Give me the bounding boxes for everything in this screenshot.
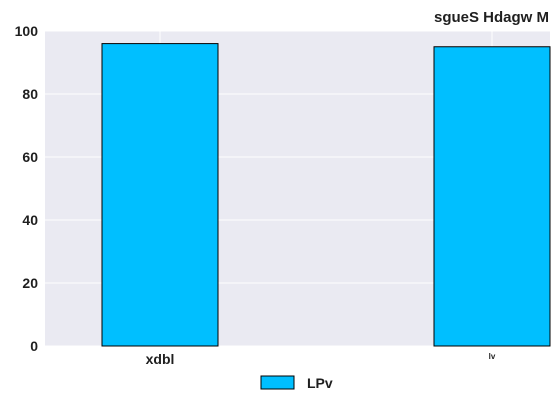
legend-label: LPv — [307, 375, 333, 391]
bars — [101, 43, 551, 347]
y-tick-label: 0 — [30, 338, 38, 354]
y-tick-label: 60 — [22, 149, 38, 165]
legend-swatch — [260, 375, 295, 390]
bar-xdbl — [101, 43, 219, 347]
y-tick-label: 80 — [22, 86, 38, 102]
y-tick-label: 20 — [22, 275, 38, 291]
y-tick-label: 40 — [22, 212, 38, 228]
y-tick-label: 100 — [15, 23, 39, 39]
bar-lv — [433, 46, 551, 347]
legend: LPv — [260, 375, 333, 391]
y-axis-ticks: 0 20 40 60 80 100 — [15, 23, 39, 354]
x-tick-label: lv — [489, 352, 496, 361]
x-axis-ticks: xdbl lv — [146, 351, 496, 367]
chart-title: sgueS Hdagw M — [434, 9, 549, 26]
x-tick-label: xdbl — [146, 351, 175, 367]
